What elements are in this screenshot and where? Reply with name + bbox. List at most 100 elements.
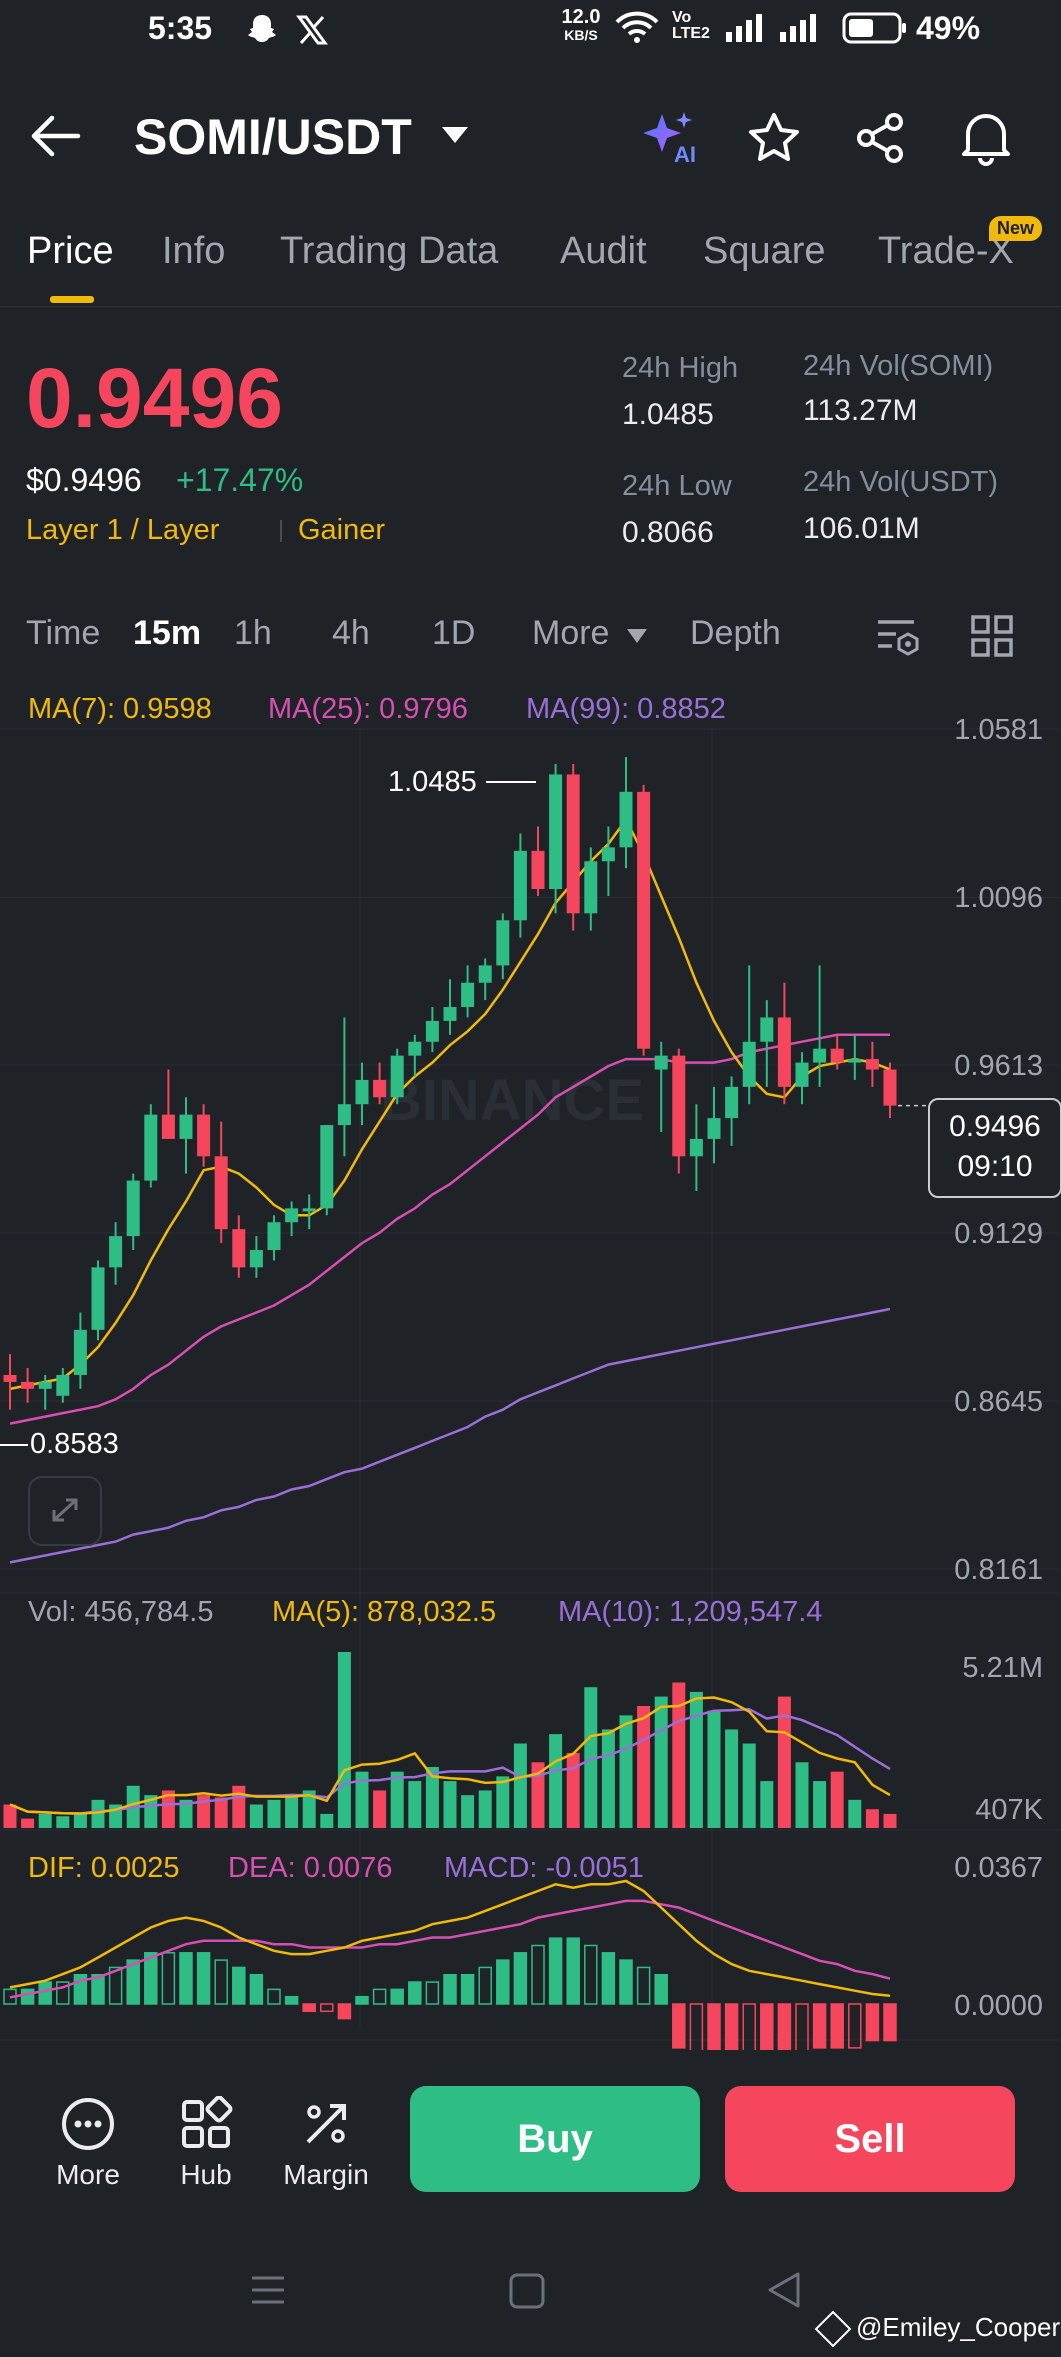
macd-histogram-bar [425,1981,440,2005]
candle-body [461,982,475,1008]
tab-trading-data[interactable]: Trading Data [280,230,499,272]
candlestick-chart[interactable]: BINANCE [0,680,1061,2050]
sell-button[interactable]: Sell [725,2086,1015,2192]
volume-bar [496,1776,510,1828]
macd-histogram-bar [91,1973,105,2005]
tag-gainer[interactable]: Gainer [298,514,386,546]
macd-histogram-bar [232,1966,246,2005]
volume-bar [3,1804,17,1828]
pair-title[interactable]: SOMI/USDT [134,109,412,165]
candle-body [408,1041,422,1056]
ma99-line [9,1307,891,1564]
candle-body [302,1208,316,1212]
price-axis-label: 1.0096 [954,882,1043,914]
candle-body [126,1180,140,1237]
layout-grid-icon[interactable] [970,614,1014,658]
volume-bar [865,1809,879,1828]
candle-body [337,1104,351,1126]
high-marker-label: 1.0485 [388,766,477,798]
macd-histogram-bar [302,2003,316,2013]
tf-15m[interactable]: 15m [133,614,202,652]
volume-ma5-legend: MA(5): 878,032.5 [272,1596,497,1628]
volume-bar [197,1795,211,1828]
bell-icon[interactable] [958,108,1014,166]
macd-histogram-bar [443,1973,457,2005]
home-icon[interactable] [508,2272,546,2310]
pair-dropdown-icon[interactable] [440,124,470,146]
back-arrow-icon[interactable] [28,112,82,160]
candle-body [214,1156,228,1230]
macd-dea-line [9,1899,891,1999]
candle-body [672,1055,686,1157]
chart-grid [0,728,1061,2041]
candle-body [795,1062,809,1087]
volume-bar [302,1790,316,1828]
macd-histogram-bar [249,1973,264,2005]
macd-histogram-bar [812,2003,827,2049]
candle-body [531,850,545,890]
volume-bar [883,1813,897,1828]
tf-more[interactable]: More [532,614,610,652]
macd-histogram-bar [337,2003,352,2020]
tag-layer[interactable]: Layer 1 / Layer [26,514,220,546]
low-label: 24h Low [622,470,732,502]
tf-1d[interactable]: 1D [432,614,476,652]
ai-button[interactable]: AI [640,108,706,170]
volume-ma10-legend: MA(10): 1,209,547.4 [558,1596,823,1628]
tab-square[interactable]: Square [703,230,826,272]
volume-bar [549,1734,563,1828]
tf-depth[interactable]: Depth [690,614,781,652]
volume-bar [725,1729,739,1828]
candle-body [566,774,580,914]
volume-bar [179,1799,193,1828]
back-triangle-icon[interactable] [764,2270,804,2310]
volume-bar [637,1705,651,1828]
candle-body [197,1114,211,1157]
margin-percent-icon [306,2104,346,2144]
volume-bar [777,1696,791,1828]
volume-bar [584,1687,598,1828]
candle-body [161,1114,175,1139]
indicator-settings-icon[interactable] [874,614,920,658]
tab-price[interactable]: Price [27,230,114,272]
tab-info[interactable]: Info [162,230,226,272]
volume-bar [830,1771,844,1828]
macd-histogram-bar [38,1981,52,2005]
buy-button[interactable]: Buy [410,2086,700,2192]
recent-apps-icon[interactable] [248,2270,288,2310]
more-dots-icon [62,2098,114,2150]
macd-axis-top: 0.0367 [954,1852,1043,1884]
volume-bar [461,1795,475,1828]
macd-histogram-bar [760,2003,774,2050]
hub-button[interactable]: Hub [166,2095,246,2191]
tf-1h[interactable]: 1h [234,614,272,652]
tf-more-dropdown-icon[interactable] [626,628,648,644]
volume-axis-top: 5.21M [962,1652,1043,1684]
high-marker: 1.0485 [388,766,477,799]
volume-bar [478,1790,492,1828]
macd-histogram-bar [390,1988,404,2005]
margin-button[interactable]: Margin [276,2096,376,2191]
candle-body [320,1125,334,1209]
candle-countdown: 09:10 [957,1150,1033,1183]
candle-body [742,1041,756,1087]
tf-4h[interactable]: 4h [332,614,370,652]
low-marker-line [0,1444,28,1446]
tf-time[interactable]: Time [26,614,101,652]
volume-axis-bottom: 407K [975,1794,1043,1826]
tab-audit[interactable]: Audit [560,230,647,272]
candle-body [725,1086,739,1119]
macd-histogram-bar [144,1952,158,2005]
fullscreen-button[interactable] [28,1476,102,1546]
credit-logo-icon [814,2310,852,2348]
more-button[interactable]: More [48,2096,128,2191]
macd-histogram-bar [372,1988,387,2005]
star-icon[interactable] [746,110,802,166]
share-icon[interactable] [852,110,908,166]
macd-histogram-bar [830,2003,844,2049]
volume-legend: Vol: 456,784.5 [28,1596,214,1628]
volume-bar [848,1799,862,1828]
volume-bar [285,1795,299,1828]
candle-body [355,1079,369,1105]
price-axis-label: 0.8161 [954,1554,1043,1586]
